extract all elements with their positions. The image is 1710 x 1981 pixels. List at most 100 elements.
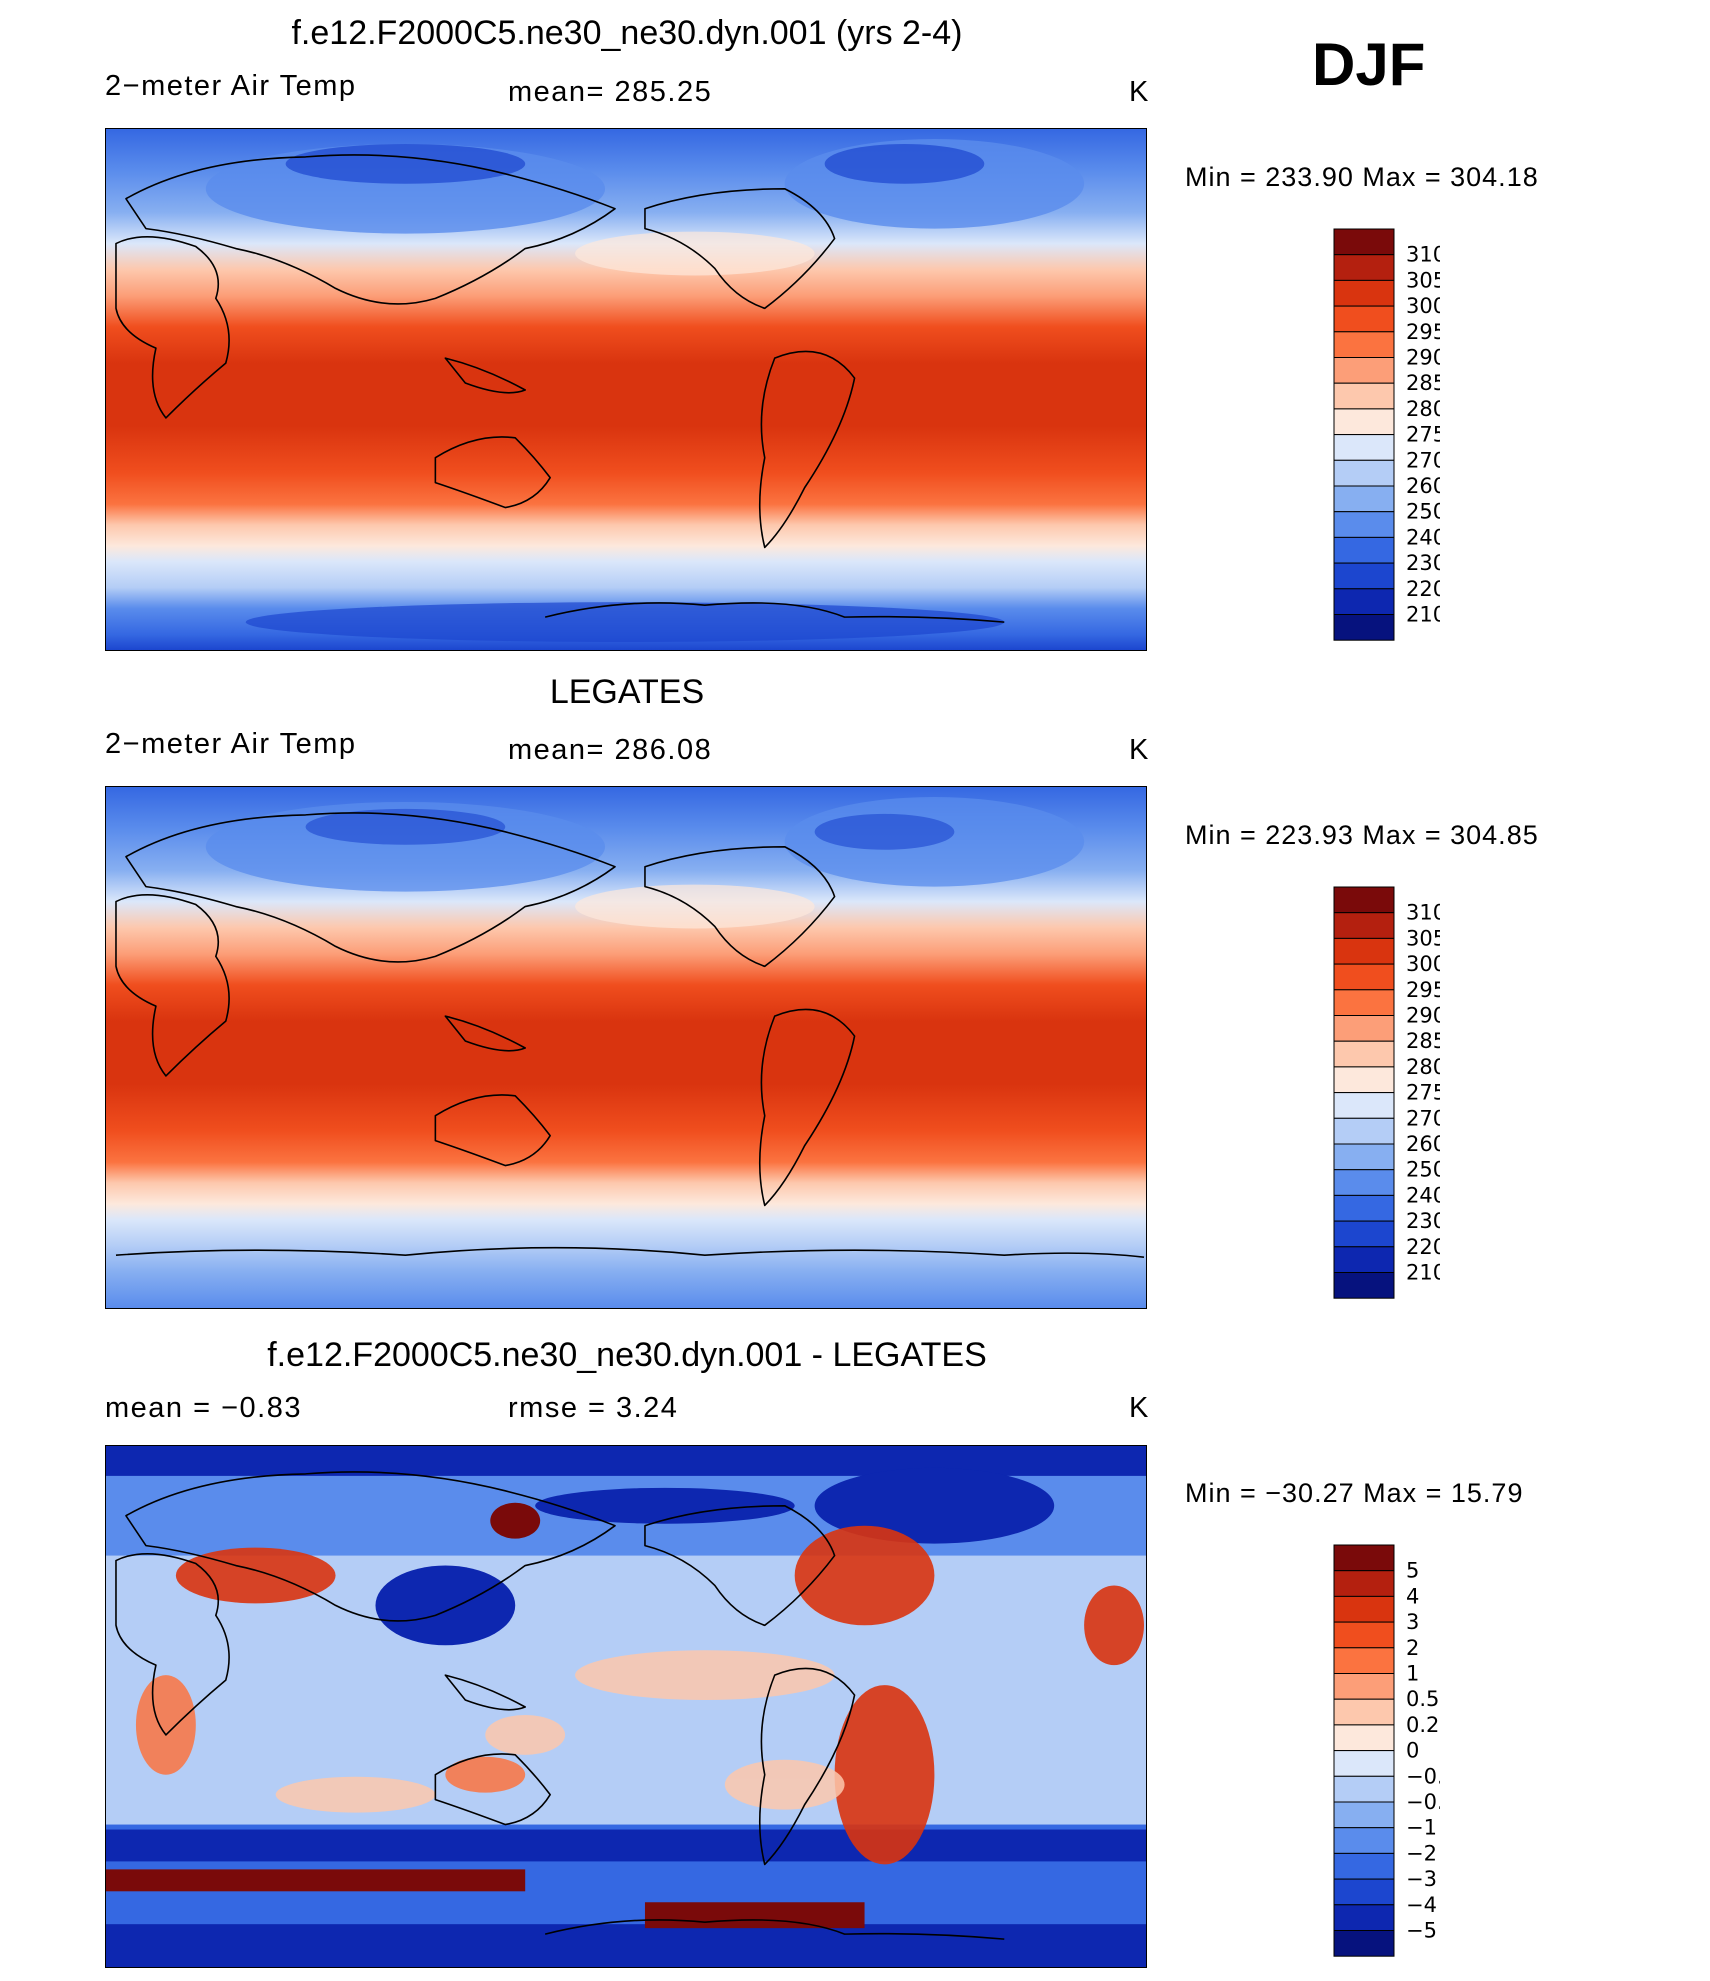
panel-3-mean-label: mean = −0.83 [105,1392,302,1424]
colorbar-box [1333,331,1395,359]
colorbar-tick-label: 275 [1406,423,1440,447]
colorbar-tick-label: 240 [1406,1183,1440,1207]
colorbar-box [1333,1220,1395,1248]
colorbar-tick-label: 1 [1406,1662,1419,1686]
colorbar-box [1333,1092,1395,1119]
colorbar-box [1333,1904,1395,1931]
colorbar-box [1333,1673,1395,1700]
panel-1-mean-label: mean= 285.25 [508,76,713,108]
colorbar-tick-label: 280 [1406,1055,1440,1079]
colorbar-box [1333,1801,1395,1829]
colorbar-tick-label: 0 [1406,1739,1419,1763]
colorbar-tick-label: −2 [1406,1841,1437,1865]
colorbar-box [1333,1040,1395,1068]
colorbar-tick-label: 280 [1406,397,1440,421]
panel-2-units: K [1129,734,1150,766]
colorbar-box [1333,1698,1395,1726]
colorbar-tick-label: 230 [1406,551,1440,575]
colorbar-tick-label: 300 [1406,952,1440,976]
colorbar-tick-label: 250 [1406,1158,1440,1182]
colorbar-box [1333,1878,1395,1906]
colorbar-tick-label: −0.2 [1406,1764,1440,1788]
colorbar-box [1333,989,1395,1017]
colorbar-box [1333,1647,1395,1675]
colorbar-tick-label: 0.5 [1406,1687,1439,1711]
colorbar-box [1333,963,1395,991]
panel-2-left-label: 2−meter Air Temp [105,728,357,760]
panel-2-minmax: Min = 223.93 Max = 304.85 [1185,820,1539,850]
colorbar-tick-label: 270 [1406,1106,1440,1130]
colorbar-tick-label: 305 [1406,268,1440,292]
colorbar-tick-label: 305 [1406,926,1440,950]
panel-2-colorbar: 3103053002952902852802752702602502402302… [1333,886,1440,1299]
colorbar-tick-label: 285 [1406,371,1440,395]
panel-1-units: K [1129,76,1150,108]
colorbar-box [1333,459,1395,487]
panel-1-left-label: 2−meter Air Temp [105,70,357,102]
panel-3-minmax: Min = −30.27 Max = 15.79 [1185,1478,1524,1508]
colorbar-box [1333,228,1395,256]
colorbar-box [1333,1570,1395,1597]
colorbar-tick-label: 290 [1406,1004,1440,1028]
season-label: DJF [1312,31,1426,98]
colorbar-tick-label: 275 [1406,1081,1440,1105]
colorbar-tick-label: 0.2 [1406,1713,1439,1737]
colorbar-tick-label: 310 [1406,901,1440,925]
colorbar-box [1333,1194,1395,1222]
panel-1-map-svg [106,129,1146,650]
panel-3-title: f.e12.F2000C5.ne30_ne30.dyn.001 - LEGATE… [267,1336,987,1374]
colorbar-tick-label: 3 [1406,1610,1419,1634]
colorbar-box [1333,1544,1395,1572]
colorbar-tick-label: 270 [1406,448,1440,472]
colorbar-box [1333,1117,1395,1145]
colorbar-box [1333,1066,1395,1094]
colorbar-tick-label: 285 [1406,1029,1440,1053]
colorbar-box [1333,408,1395,436]
colorbar-tick-label: 2 [1406,1636,1419,1660]
colorbar-box [1333,1827,1395,1854]
colorbar-box [1333,1246,1395,1273]
colorbar-tick-label: −5 [1406,1919,1437,1943]
colorbar-tick-label: 250 [1406,500,1440,524]
colorbar-box [1333,305,1395,333]
colorbar-tick-label: −1 [1406,1816,1437,1840]
colorbar-tick-label: 295 [1406,320,1440,344]
colorbar-tick-label: 220 [1406,1235,1440,1259]
panel-3-units: K [1129,1392,1150,1424]
colorbar-tick-label: 220 [1406,577,1440,601]
colorbar-box [1333,382,1395,410]
colorbar-box [1333,536,1395,564]
colorbar-box [1333,614,1395,641]
panel-1-title: f.e12.F2000C5.ne30_ne30.dyn.001 (yrs 2-4… [291,14,963,52]
colorbar-tick-label: 230 [1406,1209,1440,1233]
colorbar-tick-label: 295 [1406,978,1440,1002]
colorbar-box [1333,1930,1395,1957]
colorbar-box [1333,279,1395,307]
colorbar-tick-label: 4 [1406,1584,1419,1608]
colorbar-tick-label: 290 [1406,346,1440,370]
colorbar-tick-label: 5 [1406,1559,1419,1583]
colorbar-box [1333,1621,1395,1649]
colorbar-tick-label: 300 [1406,294,1440,318]
panel-2-map-svg [106,787,1146,1308]
panel-1-map [105,128,1147,651]
colorbar-box [1333,254,1395,281]
colorbar-box [1333,1750,1395,1777]
colorbar-box [1333,511,1395,538]
colorbar-tick-label: 260 [1406,474,1440,498]
panel-2-mean-label: mean= 286.08 [508,734,713,766]
colorbar-box [1333,1015,1395,1042]
colorbar-tick-label: 310 [1406,243,1440,267]
panel-1-colorbar: 3103053002952902852802752702602502402302… [1333,228,1440,641]
colorbar-tick-label: 240 [1406,525,1440,549]
colorbar-box [1333,886,1395,914]
panel-3-map [105,1445,1147,1968]
colorbar-box [1333,1775,1395,1803]
colorbar-box [1333,434,1395,461]
colorbar-box [1333,588,1395,615]
colorbar-tick-label: −3 [1406,1867,1437,1891]
panel-2-map [105,786,1147,1309]
colorbar-box [1333,1143,1395,1171]
colorbar-box [1333,1724,1395,1752]
